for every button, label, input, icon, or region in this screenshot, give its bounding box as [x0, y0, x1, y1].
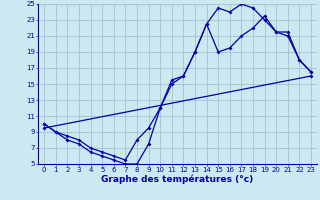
X-axis label: Graphe des températures (°c): Graphe des températures (°c) — [101, 175, 254, 184]
